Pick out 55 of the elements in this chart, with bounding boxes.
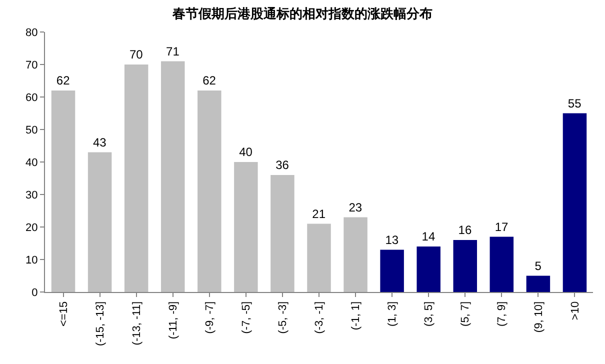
data-label: 62: [202, 74, 216, 88]
x-tick-label: (-11, -9]: [167, 301, 180, 340]
data-label: 14: [422, 230, 436, 244]
y-tick-label: 0: [32, 286, 38, 299]
data-label: 17: [494, 220, 508, 234]
y-tick-label: 10: [26, 254, 38, 266]
x-tick-label: (-7, -5]: [240, 301, 253, 334]
bar: [416, 246, 440, 292]
data-label: 5: [534, 258, 542, 273]
bar: [453, 240, 478, 292]
chart-title: 春节假期后港股通标的相对指数的涨跌幅分布: [172, 6, 432, 22]
data-label: 55: [568, 96, 582, 110]
bar: [307, 224, 331, 292]
y-tick-label: 50: [26, 124, 38, 136]
x-tick-label: (-15, -13]: [94, 301, 106, 346]
x-tick-label: (-3, -1]: [314, 301, 326, 334]
x-tick-label: (5, 7]: [460, 301, 472, 326]
bar: [160, 61, 185, 292]
data-label: 43: [92, 135, 107, 150]
data-label: 16: [458, 223, 472, 237]
x-tick-label: (-13, -11]: [130, 301, 143, 346]
y-tick-label: 60: [26, 92, 38, 104]
bar: [526, 276, 550, 292]
data-label: 71: [166, 44, 180, 58]
bar: [344, 217, 368, 292]
y-tick-label: 70: [26, 59, 38, 72]
x-tick-label: (9, 10]: [532, 301, 545, 333]
y-tick-label: 30: [26, 189, 38, 202]
bar: [88, 152, 112, 292]
data-label: 21: [312, 206, 326, 221]
bar: [234, 162, 258, 292]
y-tick-label: 40: [26, 156, 38, 169]
bar: [51, 90, 76, 292]
data-label: 36: [276, 158, 290, 172]
y-tick-label: 80: [26, 26, 38, 39]
data-label: 13: [385, 232, 399, 247]
x-tick-label: (3, 5]: [423, 301, 436, 326]
data-label: 40: [239, 145, 253, 159]
data-label: 62: [56, 74, 70, 88]
bar: [562, 113, 587, 292]
x-tick-label: <=15: [58, 301, 70, 326]
x-tick-label: (-9, -7]: [204, 301, 216, 334]
bar: [380, 250, 404, 292]
bar: [124, 64, 148, 292]
bar: [270, 175, 294, 292]
data-label: 23: [348, 200, 362, 214]
data-label: 70: [130, 48, 144, 62]
x-tick-label: (1, 3]: [386, 301, 399, 326]
bar: [490, 236, 514, 292]
x-tick-label: (-1, 1]: [350, 301, 362, 330]
bar: [198, 90, 222, 292]
x-tick-label: >10: [569, 301, 582, 320]
x-tick-label: (7, 9]: [496, 301, 508, 326]
x-tick-label: (-5, -3]: [277, 301, 290, 334]
y-tick-label: 20: [26, 222, 38, 234]
